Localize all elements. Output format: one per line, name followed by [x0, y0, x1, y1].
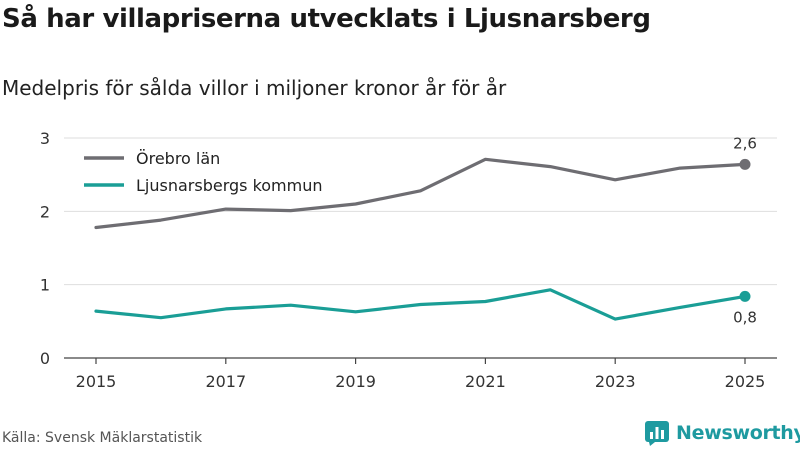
- bar-chart-logo-icon: [645, 421, 669, 446]
- x-tick-label-2021: 2021: [465, 372, 506, 391]
- series-line-2: [94, 288, 747, 321]
- axes: 0 1 2 3 2015 2017 2019 2021 2023 2025: [40, 129, 777, 391]
- x-tick-label-2015: 2015: [76, 372, 117, 391]
- x-tick-label-2023: 2023: [595, 372, 636, 391]
- y-tick-label-0: 0: [40, 349, 50, 368]
- end-point-2: [739, 290, 751, 302]
- brand-logo[interactable]: Newsworthy: [644, 420, 800, 446]
- series-line-1: [94, 157, 747, 230]
- series-lines: 2,6 0,8: [94, 134, 757, 326]
- end-label-1: 2,6: [733, 134, 757, 152]
- y-tick-label-3: 3: [40, 129, 50, 148]
- chart-title: Så har villapriserna utvecklats i Ljusna…: [2, 4, 651, 34]
- end-point-1: [739, 158, 751, 170]
- chart-subtitle: Medelpris för sålda villor i miljoner kr…: [2, 76, 507, 100]
- legend-label-2: Ljusnarsbergs kommun: [136, 176, 323, 195]
- y-tick-label-2: 2: [40, 202, 50, 221]
- end-label-2: 0,8: [733, 308, 757, 326]
- x-tick-label-2017: 2017: [205, 372, 246, 391]
- x-tick-label-2025: 2025: [725, 372, 766, 391]
- legend: Örebro län Ljusnarsbergs kommun: [84, 149, 323, 195]
- source-note: Källa: Svensk Mäklarstatistik: [2, 430, 203, 446]
- legend-label-1: Örebro län: [136, 149, 220, 168]
- x-tick-label-2019: 2019: [335, 372, 376, 391]
- gridlines: [64, 137, 777, 286]
- y-tick-label-1: 1: [40, 276, 50, 295]
- brand-name: Newsworthy: [676, 422, 800, 444]
